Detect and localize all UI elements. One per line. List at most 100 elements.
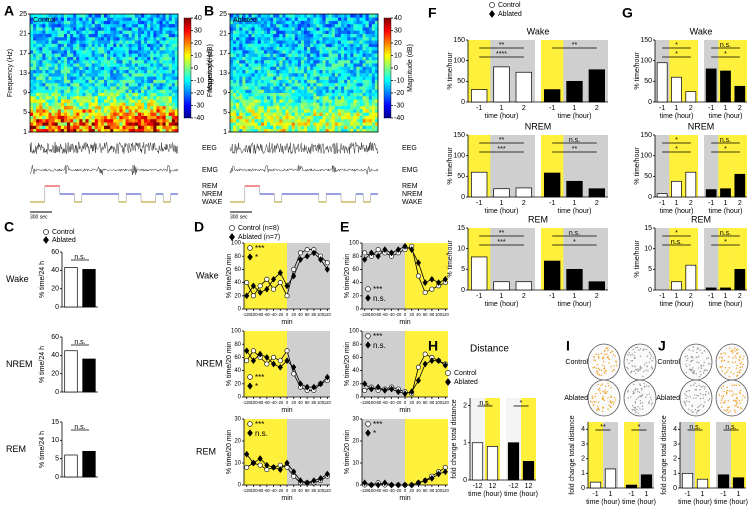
spectrogram-cell [128, 128, 133, 133]
spectrogram-cell [57, 46, 62, 51]
spectrogram-cell [45, 50, 49, 54]
spectrogram-cell [254, 76, 259, 80]
track-dot [686, 359, 688, 362]
track-dot [652, 357, 654, 359]
spectrogram-cell [297, 56, 302, 61]
y-tick-label: 13 [19, 70, 27, 77]
spectrogram-cell [63, 102, 68, 107]
spectrogram-cell [150, 59, 154, 64]
spectrogram-cell [328, 112, 333, 116]
spectrogram-cell [91, 76, 96, 80]
spectrogram-cell [45, 109, 49, 113]
spectrogram-cell [331, 99, 336, 103]
marker [247, 382, 253, 390]
track-dot [727, 400, 729, 402]
track-dot [651, 368, 653, 370]
spectrogram-cell [45, 89, 49, 93]
spectrogram-cell [344, 76, 348, 80]
spectrogram-cell [316, 63, 320, 67]
spectrogram-cell [131, 89, 136, 93]
spectrogram-cell [276, 102, 280, 107]
spectrogram-cell [116, 66, 120, 71]
x-tick-label: 80 [430, 400, 435, 405]
spectrogram-cell [107, 40, 111, 44]
spectrogram-cell [359, 122, 363, 126]
spectrogram-cell [119, 17, 123, 21]
spectrogram-cell [344, 102, 348, 107]
track-dot [719, 366, 721, 368]
spectrogram-cell [307, 69, 311, 74]
spectrogram-cell [319, 27, 323, 31]
spectrogram-cell [297, 118, 302, 123]
spectrogram-cell [76, 46, 80, 51]
spectrogram-cell [174, 40, 179, 44]
spectrogram-cell [79, 76, 83, 80]
spectrogram-cell [270, 99, 274, 103]
spectrogram-cell [85, 76, 89, 80]
spectrogram-cell [254, 36, 259, 41]
spectrogram-cell [162, 86, 166, 90]
spectrogram-cell [156, 122, 160, 126]
track-dot [592, 367, 594, 369]
spectrogram-cell [60, 63, 65, 67]
spectrogram-cell [100, 33, 105, 38]
legend-label: Ablated [498, 11, 522, 18]
spectrogram-cell [150, 40, 154, 44]
spectrogram-cell [344, 30, 348, 34]
y-tick-label: 100 [453, 58, 465, 65]
bar [685, 91, 697, 103]
track-dot [703, 401, 706, 403]
spectrogram-cell [107, 92, 111, 97]
spectrogram-cell [107, 36, 111, 41]
spectrogram-cell [39, 105, 43, 110]
spectrogram-cell [45, 69, 49, 74]
spectrogram-cell [162, 50, 166, 54]
spectrogram-cell [322, 63, 326, 67]
spectrogram-cell [291, 53, 296, 57]
spectrogram-cell [331, 92, 336, 97]
track-dot [739, 366, 741, 369]
spectrogram-cell [42, 82, 46, 87]
spectrogram-cell [322, 82, 326, 87]
spectrogram-cell [239, 69, 243, 74]
spectrogram-cell [104, 86, 108, 90]
spectrogram-cell [39, 118, 43, 123]
spectrogram-cell [331, 125, 336, 130]
track-dot [631, 370, 633, 373]
x-tick-label: -80 [257, 400, 264, 405]
spectrogram-cell [104, 79, 108, 84]
spectrogram-cell [365, 95, 370, 100]
spectrogram-cell [288, 115, 292, 120]
spectrogram-cell [128, 43, 133, 48]
spectrogram-cell [122, 105, 126, 110]
spectrogram-cell [331, 14, 336, 18]
spectrogram-cell [356, 122, 360, 126]
spectrogram-cell [67, 36, 71, 41]
arena-image [679, 343, 713, 381]
spectrogram-cell [60, 69, 65, 74]
spectrogram-cell [297, 14, 302, 18]
spectrogram-cell [110, 63, 114, 67]
marker [277, 466, 283, 473]
spectrogram-cell [276, 99, 280, 103]
spectrogram-cell [134, 89, 139, 93]
spectrogram-cell [279, 109, 283, 113]
spectrogram-cell [353, 95, 357, 100]
spectrogram-cell [116, 43, 120, 48]
spectrogram-cell [291, 14, 296, 18]
spectrogram-cell [254, 125, 259, 130]
spectrogram-cell [356, 118, 360, 123]
spectrogram-cell [144, 69, 148, 74]
track-dot [691, 359, 694, 362]
spectrogram-cell [168, 105, 173, 110]
x-tick-label: 120 [442, 312, 450, 317]
spectrogram-cell [242, 102, 246, 107]
chart-title: REM [528, 214, 548, 224]
spectrogram-cell [337, 95, 342, 100]
marker [264, 354, 270, 361]
spectrogram-cell [131, 36, 136, 41]
spectrogram-cell [67, 20, 71, 25]
spectrogram-cell [153, 30, 157, 34]
track-dot [723, 359, 726, 362]
spectrogram-cell [307, 30, 311, 34]
